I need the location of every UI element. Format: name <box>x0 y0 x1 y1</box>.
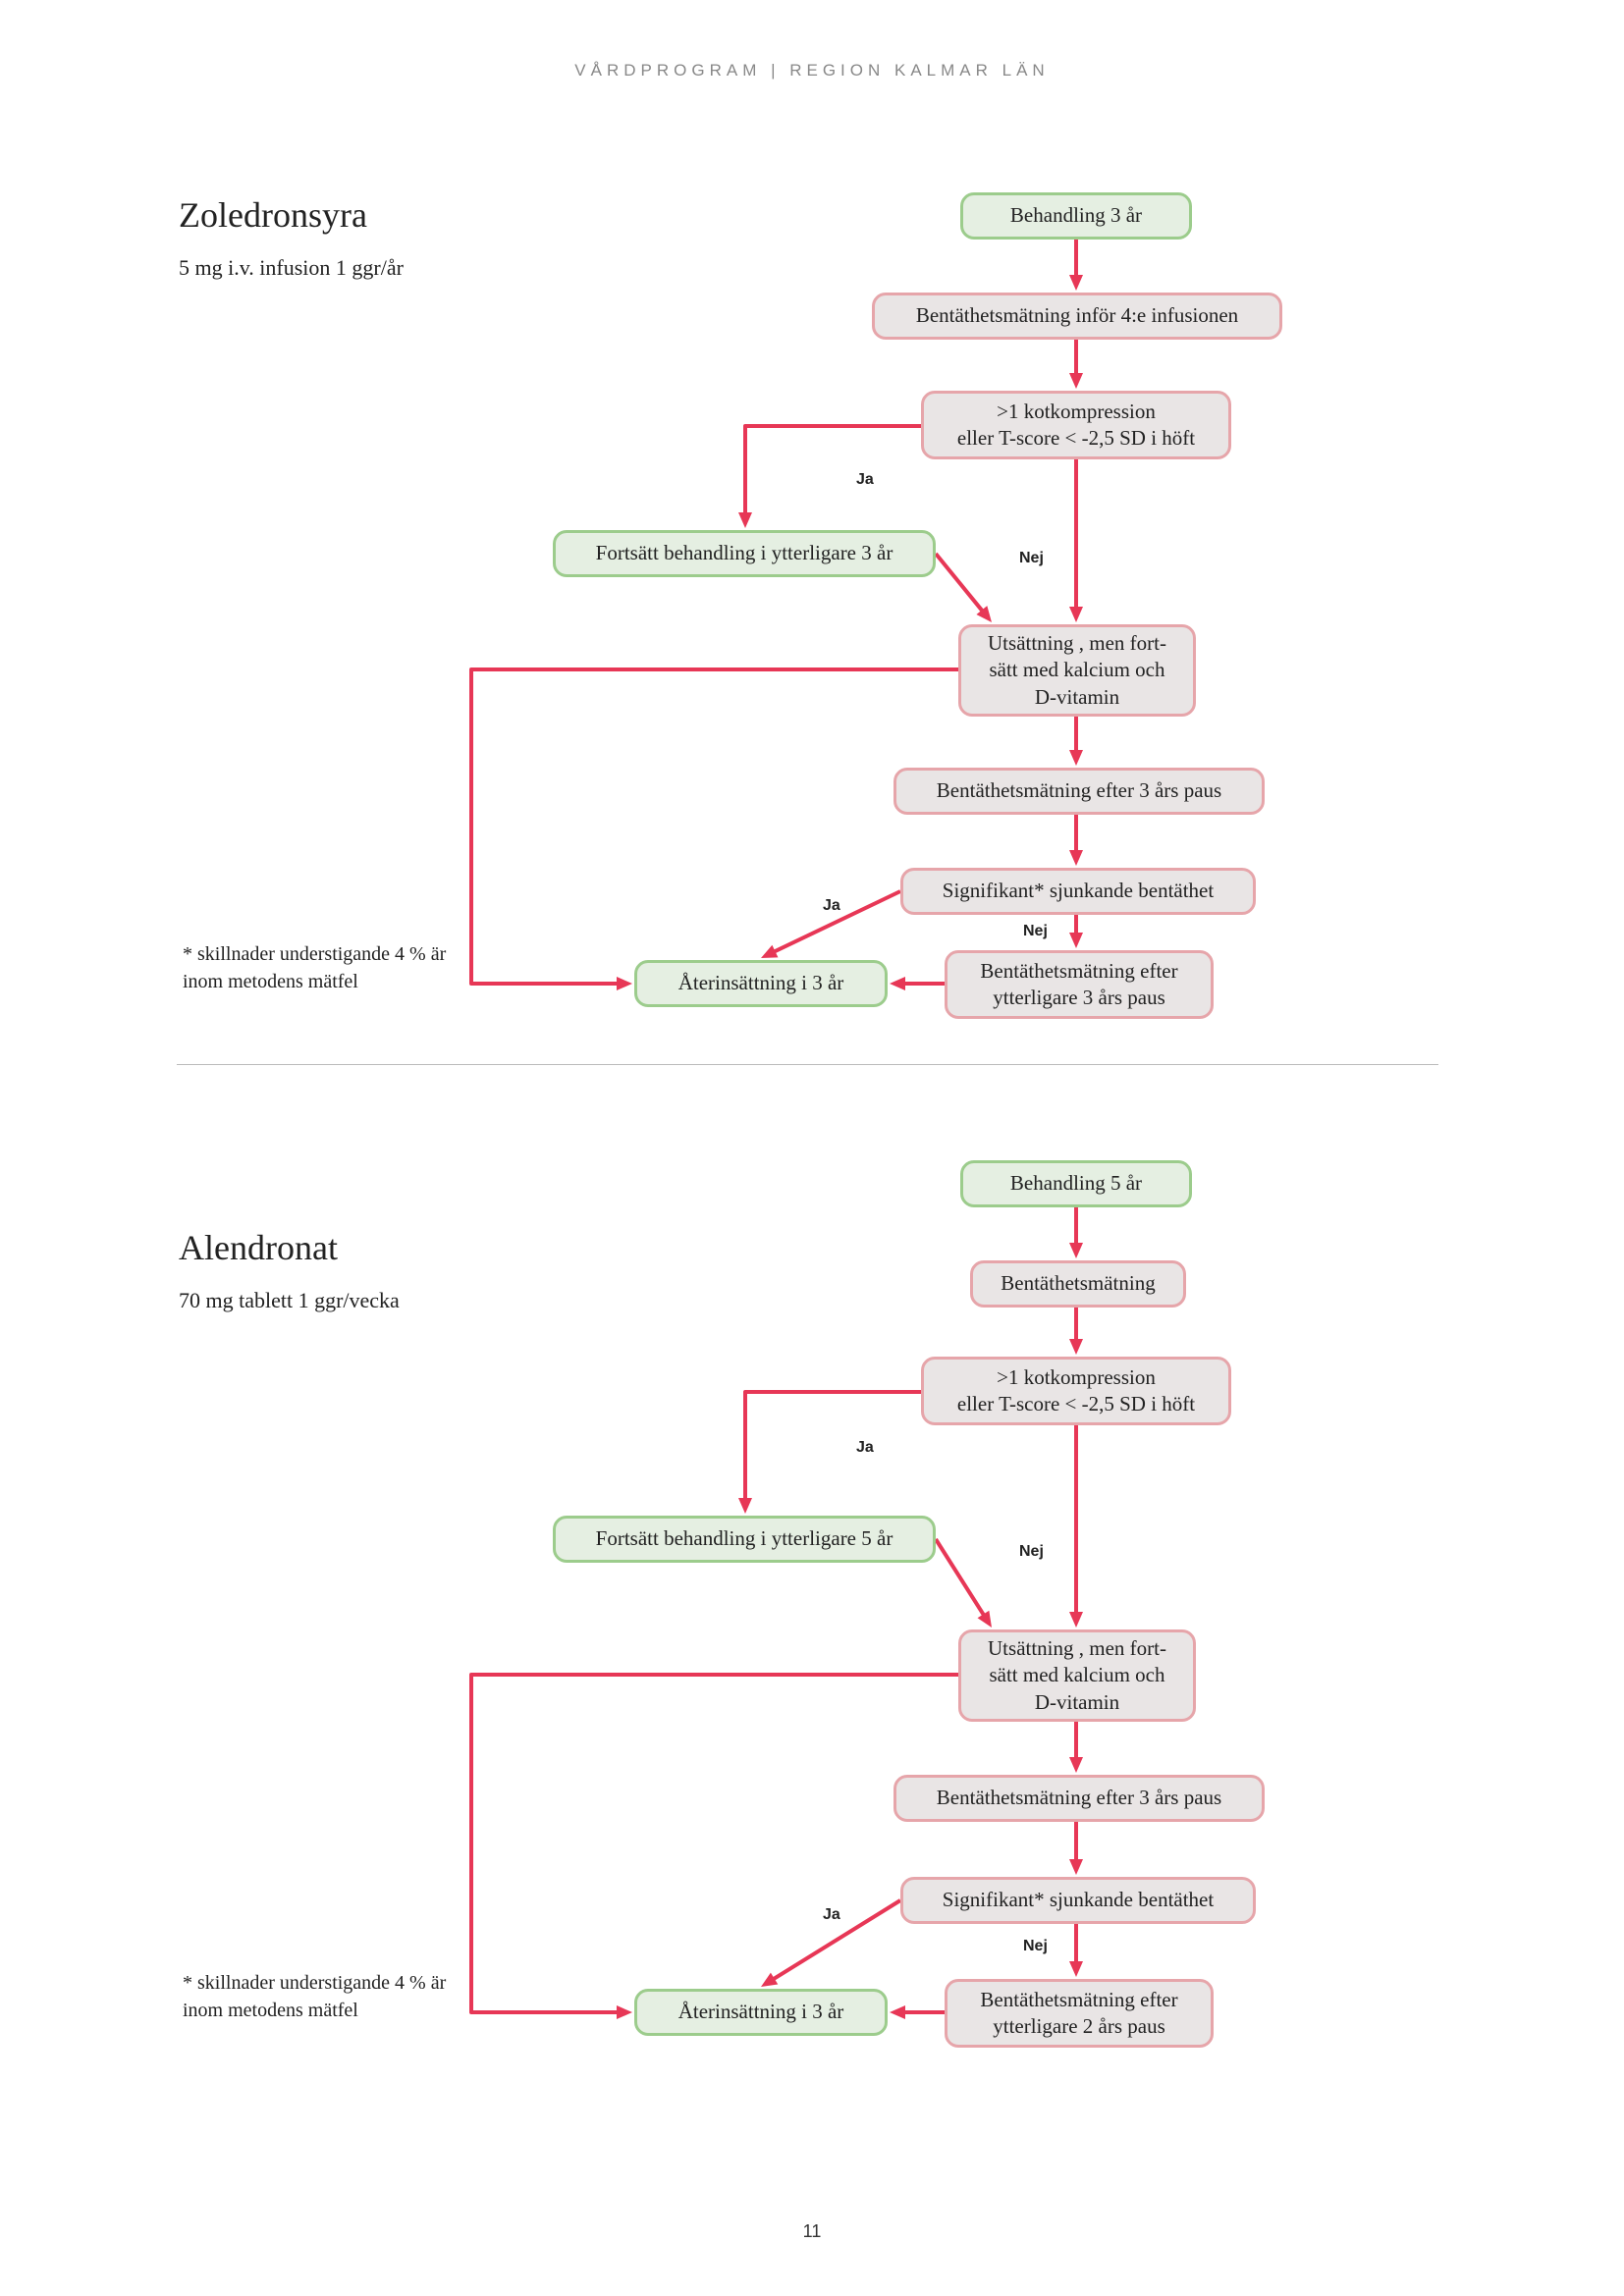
flow-node-a9: Bentäthetsmätning efterytterligare 2 års… <box>945 1979 1214 2048</box>
flow-node-label: Återinsättning i 3 år <box>678 970 844 996</box>
flow-node-z1: Behandling 3 år <box>960 192 1192 240</box>
flow-node-label: Signifikant* sjunkande bentäthet <box>943 878 1214 904</box>
flow-node-label: >1 kotkompressioneller T-score < -2,5 SD… <box>957 1364 1195 1418</box>
zoledronsyra-footnote: * skillnader understigande 4 % ärinom me… <box>183 940 446 995</box>
flow-node-label: >1 kotkompressioneller T-score < -2,5 SD… <box>957 399 1195 453</box>
flow-node-a2: Bentäthetsmätning <box>970 1260 1186 1308</box>
flow-node-label: Bentäthetsmätning efter 3 års paus <box>937 777 1221 804</box>
flow-node-z5: Utsättning , men fort-sätt med kalcium o… <box>958 624 1196 717</box>
flow-node-z9: Bentäthetsmätning efterytterligare 3 års… <box>945 950 1214 1019</box>
flow-node-label: Behandling 3 år <box>1010 202 1142 229</box>
edge-label: Nej <box>1023 1938 1048 1955</box>
flow-node-label: Bentäthetsmätning inför 4:e infusionen <box>916 302 1238 329</box>
edge-label: Nej <box>1019 1543 1044 1561</box>
edge-label: Ja <box>856 471 874 489</box>
flow-node-label: Fortsätt behandling i ytterligare 5 år <box>596 1525 893 1552</box>
flow-node-a5: Utsättning , men fort-sätt med kalcium o… <box>958 1629 1196 1722</box>
edge-label: Ja <box>856 1439 874 1457</box>
edge-label: Ja <box>823 897 840 915</box>
flow-node-z7: Signifikant* sjunkande bentäthet <box>900 868 1256 915</box>
page-number: 11 <box>0 2221 1624 2242</box>
flow-node-label: Bentäthetsmätning efter 3 års paus <box>937 1785 1221 1811</box>
flow-node-label: Bentäthetsmätning <box>1001 1270 1155 1297</box>
page-header: VÅRDPROGRAM | REGION KALMAR LÄN <box>0 61 1624 80</box>
flow-node-label: Signifikant* sjunkande bentäthet <box>943 1887 1214 1913</box>
section-divider <box>177 1064 1438 1065</box>
alendronat-footnote: * skillnader understigande 4 % ärinom me… <box>183 1969 446 2024</box>
flow-node-label: Återinsättning i 3 år <box>678 1999 844 2025</box>
alendronat-subtitle: 70 mg tablett 1 ggr/vecka <box>179 1288 400 1313</box>
zoledronsyra-subtitle: 5 mg i.v. infusion 1 ggr/år <box>179 255 404 281</box>
flow-node-label: Utsättning , men fort-sätt med kalcium o… <box>988 1635 1166 1716</box>
document-page: VÅRDPROGRAM | REGION KALMAR LÄN 11 Zoled… <box>0 0 1624 2296</box>
flow-node-label: Fortsätt behandling i ytterligare 3 år <box>596 540 893 566</box>
flow-node-a6: Bentäthetsmätning efter 3 års paus <box>893 1775 1265 1822</box>
flow-node-a8: Återinsättning i 3 år <box>634 1989 888 2036</box>
flow-node-label: Bentäthetsmätning efterytterligare 2 års… <box>980 1987 1177 2041</box>
flow-node-a7: Signifikant* sjunkande bentäthet <box>900 1877 1256 1924</box>
flow-node-z8: Återinsättning i 3 år <box>634 960 888 1007</box>
edge-label: Nej <box>1019 550 1044 567</box>
flow-node-label: Bentäthetsmätning efterytterligare 3 års… <box>980 958 1177 1012</box>
flow-node-label: Behandling 5 år <box>1010 1170 1142 1197</box>
alendronat-arrows <box>0 0 1624 2296</box>
flow-node-z2: Bentäthetsmätning inför 4:e infusionen <box>872 293 1282 340</box>
flow-node-a3: >1 kotkompressioneller T-score < -2,5 SD… <box>921 1357 1231 1425</box>
flow-node-label: Utsättning , men fort-sätt med kalcium o… <box>988 630 1166 711</box>
edge-label: Nej <box>1023 923 1048 940</box>
flow-node-z4: Fortsätt behandling i ytterligare 3 år <box>553 530 936 577</box>
flow-node-z6: Bentäthetsmätning efter 3 års paus <box>893 768 1265 815</box>
flow-node-a1: Behandling 5 år <box>960 1160 1192 1207</box>
zoledronsyra-title: Zoledronsyra <box>179 194 367 236</box>
alendronat-title: Alendronat <box>179 1227 338 1268</box>
zoledronsyra-arrows <box>0 0 1624 2296</box>
flow-node-z3: >1 kotkompressioneller T-score < -2,5 SD… <box>921 391 1231 459</box>
flow-node-a4: Fortsätt behandling i ytterligare 5 år <box>553 1516 936 1563</box>
edge-label: Ja <box>823 1906 840 1924</box>
